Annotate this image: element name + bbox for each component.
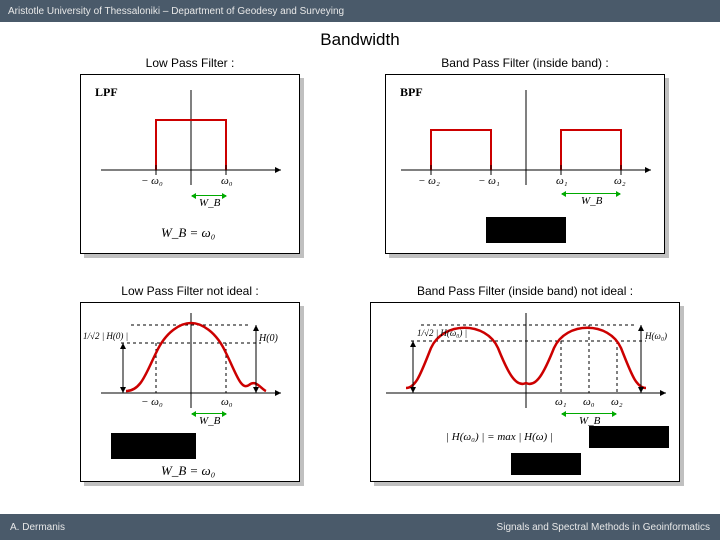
institution-text: Aristotle University of Thessaloniki – D… — [8, 6, 344, 17]
footer-bar: A. Dermanis Signals and Spectral Methods… — [0, 514, 720, 540]
xlabel-n1: − ω₁ — [478, 175, 500, 187]
panel-title: Low Pass Filter not ideal : — [121, 284, 258, 298]
diagram-bpf-nonideal: 1/√2 | H(ω₀) | H(ω₀) ω₁ ω₀ ω₂ W_B | H(ω₀… — [370, 302, 680, 482]
course-text: Signals and Spectral Methods in Geoinfor… — [497, 522, 710, 533]
panel-title: Low Pass Filter : — [146, 56, 235, 70]
xlabel-p1: ω₁ — [555, 396, 567, 408]
right-scale: H(0) — [259, 333, 278, 344]
panel-bpf-ideal: Band Pass Filter (inside band) : BPF − ω… — [370, 56, 680, 276]
content-grid: Low Pass Filter : LPF − ω₀ ω₀ W_B W_B = … — [0, 56, 720, 504]
panel-title: Band Pass Filter (inside band) : — [441, 56, 608, 70]
panel-title: Band Pass Filter (inside band) not ideal… — [417, 284, 633, 298]
diagram-lpf-nonideal: 1/√2 | H(0) | H(0) − ω₀ ω₀ W_B W_B = ω₀ — [80, 302, 300, 482]
left-scale: 1/√2 | H(ω₀) | — [417, 328, 467, 338]
left-scale: 1/√2 | H(0) | — [83, 331, 128, 341]
wb-label: W_B — [581, 195, 602, 207]
redacted-box-1 — [589, 426, 669, 448]
redacted-box-2 — [511, 453, 581, 475]
xlabel-p1: ω₁ — [556, 175, 568, 187]
equation: W_B = ω₀ — [161, 463, 215, 479]
right-scale: H(ω₀) — [645, 331, 667, 341]
slide-title: Bandwidth — [0, 30, 720, 50]
redacted-box — [486, 217, 566, 243]
bandwidth-arrow — [562, 193, 620, 194]
xlabel-neg: − ω₀ — [141, 396, 163, 408]
header-bar: Aristotle University of Thessaloniki – D… — [0, 0, 720, 22]
panel-lpf-ideal: Low Pass Filter : LPF − ω₀ ω₀ W_B W_B = … — [40, 56, 340, 276]
equation-center: | H(ω₀) | = max | H(ω) | — [446, 431, 553, 443]
equation: W_B = ω₀ — [161, 225, 215, 241]
bandwidth-arrow — [192, 413, 226, 414]
panel-bpf-nonideal: Band Pass Filter (inside band) not ideal… — [370, 284, 680, 504]
bandwidth-arrow — [562, 413, 616, 414]
wb-label: W_B — [199, 415, 220, 427]
bandwidth-arrow — [192, 195, 226, 196]
xlabel-n2: − ω₂ — [418, 175, 440, 187]
xlabel-pos: ω₀ — [221, 175, 233, 187]
panel-lpf-nonideal: Low Pass Filter not ideal : — [40, 284, 340, 504]
author-text: A. Dermanis — [10, 522, 65, 533]
wb-label: W_B — [199, 197, 220, 209]
xlabel-p2: ω₂ — [614, 175, 626, 187]
diagram-bpf-ideal: BPF − ω₂ − ω₁ ω₁ ω₂ W_B — [385, 74, 665, 254]
xlabel-pos: ω₀ — [221, 396, 233, 408]
redacted-box — [111, 433, 196, 459]
xlabel-p2: ω₂ — [611, 396, 623, 408]
xlabel-neg: − ω₀ — [141, 175, 163, 187]
xlabel-p0: ω₀ — [583, 396, 595, 408]
diagram-lpf-ideal: LPF − ω₀ ω₀ W_B W_B = ω₀ — [80, 74, 300, 254]
